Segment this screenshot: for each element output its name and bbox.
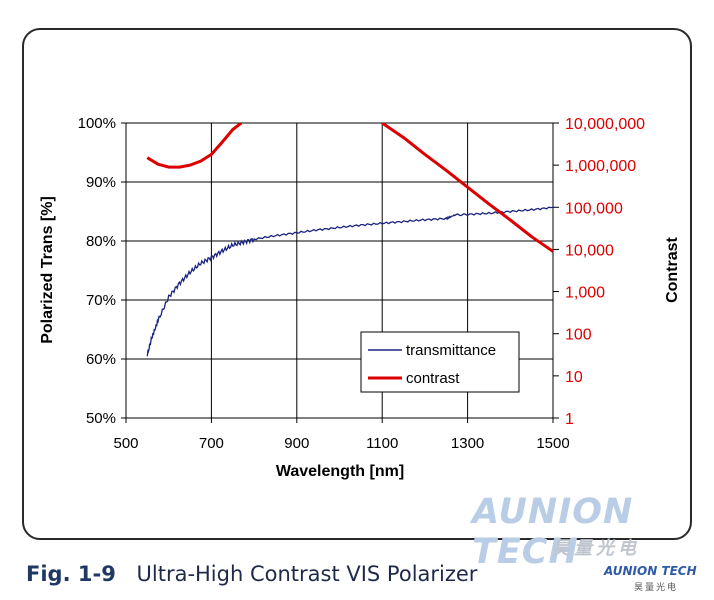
x-axis: 500 700 900 1100 1300 1500 (113, 418, 570, 452)
x-tick-label: 900 (284, 435, 309, 452)
grid (125, 122, 554, 419)
right-y-tick-label: 100 (565, 327, 592, 344)
right-y-tick-label: 1,000 (565, 285, 605, 302)
watermark-logo: AUNION TECH (472, 492, 634, 572)
left-y-axis: 50% 60% 70% 80% 90% 100% (78, 115, 126, 427)
chart-frame (22, 28, 692, 540)
right-y-axis-label: Contrast (664, 236, 681, 302)
left-y-tick-label: 80% (86, 233, 116, 250)
right-y-tick-label: 1 (565, 411, 574, 428)
series-lines (146, 123, 553, 357)
legend-box (360, 331, 520, 393)
small-logo: AUNION TECH (604, 564, 697, 578)
left-y-tick-label: 90% (86, 174, 116, 191)
right-y-tick-label: 100,000 (565, 200, 623, 217)
x-tick-label: 1500 (536, 435, 569, 452)
left-y-axis-label: Polarized Trans [%] (39, 196, 56, 344)
right-y-tick-label: 10,000 (565, 242, 614, 259)
legend: transmittance contrast (360, 331, 520, 393)
watermark-sub: 昊量光电 (552, 538, 640, 559)
figure-number: Fig. 1-9 (26, 562, 116, 586)
plot-area (125, 122, 554, 419)
left-y-tick-label: 100% (78, 115, 116, 132)
small-logo-sub: 昊量光电 (634, 583, 679, 593)
series-line-contrast (146, 123, 243, 169)
x-tick-label: 1300 (451, 435, 484, 452)
legend-label-transmittance: transmittance (406, 342, 496, 359)
right-y-tick-label: 10,000,000 (565, 116, 645, 133)
left-y-tick-label: 50% (86, 410, 116, 427)
series-line-contrast (381, 123, 553, 253)
right-y-tick-label: 10 (565, 369, 583, 386)
x-tick-label: 700 (199, 435, 224, 452)
left-y-tick-label: 60% (86, 351, 116, 368)
x-tick-label: 1100 (366, 435, 398, 452)
figure-title: Ultra-High Contrast VIS Polarizer (136, 562, 478, 586)
figure-caption: Fig. 1-9 Ultra-High Contrast VIS Polariz… (26, 562, 477, 586)
series-line-transmittance (146, 206, 553, 357)
right-y-tick-label: 1,000,000 (565, 158, 636, 175)
x-axis-label: Wavelength [nm] (276, 463, 404, 480)
legend-label-contrast: contrast (406, 370, 460, 387)
left-y-tick-label: 70% (86, 292, 116, 309)
x-tick-label: 500 (113, 435, 138, 452)
right-y-axis: 1 10 100 1,000 10,000 100,000 1,000,000 10,000,… (553, 116, 645, 428)
